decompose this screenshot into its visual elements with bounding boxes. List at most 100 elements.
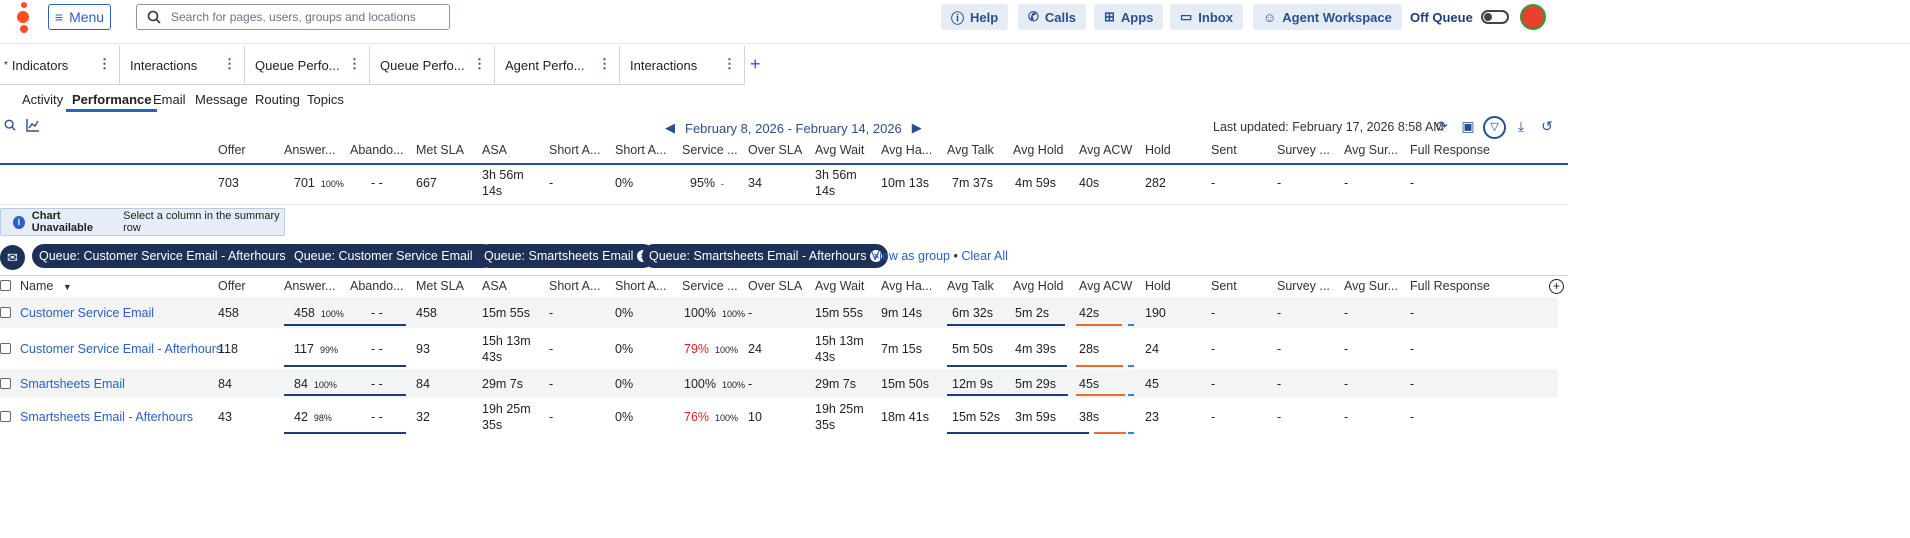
summary-header-avg-survey[interactable]: Avg Sur... (1344, 143, 1398, 157)
subtab-email[interactable]: Email (153, 92, 186, 107)
summary-asa[interactable]: 3h 56m 14s (482, 168, 524, 198)
row-checkbox[interactable] (0, 342, 11, 354)
kebab-icon[interactable]: ⋮ (473, 56, 486, 71)
tab-indicators[interactable]: * Indicators ⋮ (0, 46, 120, 84)
menu-button[interactable]: ≡ Menu (48, 4, 111, 30)
summary-avg-wait[interactable]: 3h 56m 14s (815, 168, 857, 198)
column-header-avg-acw[interactable]: Avg ACW (1079, 279, 1133, 293)
subtab-routing[interactable]: Routing (255, 92, 300, 107)
sort-desc-icon[interactable]: ▼ (62, 282, 72, 292)
filter-chip[interactable]: Queue: Customer Service Email× (287, 244, 495, 268)
calls-button[interactable]: ✆ Calls (1018, 4, 1086, 30)
refresh-icon[interactable]: ⟳ (1436, 118, 1448, 134)
column-header-full-response[interactable]: Full Response (1410, 279, 1490, 293)
remove-filter-icon[interactable]: × (870, 250, 883, 262)
tab-queue-performance-1[interactable]: Queue Perfo... ⋮ (245, 46, 370, 84)
row-checkbox[interactable] (0, 411, 11, 422)
summary-header-over-sla[interactable]: Over SLA (748, 143, 803, 157)
toggle-switch[interactable] (1480, 10, 1509, 24)
kebab-icon[interactable]: ⋮ (598, 56, 611, 71)
column-header-short-a2[interactable]: Short A... (615, 279, 667, 293)
previous-period-icon[interactable]: ◀ (665, 120, 675, 135)
queue-name-link[interactable]: Customer Service Email - Afterhours (20, 341, 223, 356)
row-checkbox[interactable] (0, 377, 11, 389)
reset-icon[interactable]: ↺ (1541, 118, 1553, 134)
help-button[interactable]: ⓘ Help (941, 4, 1009, 30)
column-header-offer[interactable]: Offer (218, 279, 246, 293)
summary-header-short-a2[interactable]: Short A... (615, 143, 667, 157)
kebab-icon[interactable]: ⋮ (223, 56, 236, 71)
column-header-asa[interactable]: ASA (482, 279, 508, 293)
row-checkbox[interactable] (0, 306, 11, 318)
subtab-topics[interactable]: Topics (307, 92, 344, 107)
inbox-button[interactable]: ▭ Inbox (1170, 4, 1243, 30)
column-header-sent[interactable]: Sent (1211, 279, 1237, 293)
summary-sent[interactable]: - (1211, 176, 1216, 190)
summary-hold[interactable]: 282 (1145, 176, 1166, 190)
summary-header-met-sla[interactable]: Met SLA (416, 143, 464, 157)
view-as-group-link[interactable]: View as group (871, 249, 950, 263)
column-header-avg-survey[interactable]: Avg Sur... (1344, 279, 1398, 293)
summary-header-survey[interactable]: Survey ... (1277, 143, 1330, 157)
subtab-message[interactable]: Message (195, 92, 248, 107)
column-header-avg-talk[interactable]: Avg Talk (947, 279, 994, 293)
summary-offer[interactable]: 703 (218, 176, 239, 190)
column-header-hold[interactable]: Hold (1145, 279, 1171, 293)
clear-all-link[interactable]: Clear All (961, 249, 1008, 263)
genesys-logo[interactable] (14, 2, 40, 38)
search-icon[interactable] (0, 118, 20, 138)
column-header-avg-hold[interactable]: Avg Hold (1013, 279, 1064, 293)
column-header-answered[interactable]: Answer... (284, 279, 336, 293)
select-all-checkbox[interactable] (0, 280, 11, 291)
next-period-icon[interactable]: ▶ (911, 120, 922, 135)
off-queue-toggle[interactable]: Off Queue (1410, 4, 1509, 30)
summary-abandoned[interactable]: - - (371, 176, 383, 190)
filter-chip[interactable]: Queue: Smartsheets Email× (477, 244, 656, 268)
download-icon[interactable]: ⤓ (1517, 118, 1525, 134)
kebab-icon[interactable]: ⋮ (98, 56, 111, 71)
summary-short-a1[interactable]: - (549, 176, 554, 190)
column-header-avg-wait[interactable]: Avg Wait (815, 279, 865, 293)
summary-header-offer[interactable]: Offer (218, 143, 246, 157)
summary-service[interactable]: 95% - (690, 176, 725, 190)
summary-answered[interactable]: 701 100% (294, 176, 344, 190)
summary-header-asa[interactable]: ASA (482, 143, 508, 157)
summary-avg-handle[interactable]: 10m 13s (881, 176, 929, 190)
summary-header-service[interactable]: Service ... (682, 143, 738, 157)
column-header-short-a1[interactable]: Short A... (549, 279, 601, 293)
add-tab-icon[interactable]: + (750, 54, 761, 74)
summary-header-abandoned[interactable]: Abando... (350, 143, 404, 157)
filter-chip[interactable]: Queue: Smartsheets Email - Afterhours × (642, 244, 889, 268)
save-icon[interactable]: ▣ (1461, 118, 1475, 134)
avatar[interactable] (1520, 4, 1546, 30)
summary-header-full-response[interactable]: Full Response (1410, 143, 1490, 157)
subtab-performance[interactable]: Performance (66, 92, 158, 112)
kebab-icon[interactable]: ⋮ (348, 56, 361, 71)
summary-header-hold[interactable]: Hold (1145, 143, 1171, 157)
summary-header-short-a1[interactable]: Short A... (549, 143, 601, 157)
queue-name-link[interactable]: Smartsheets Email - Afterhours (20, 410, 193, 424)
column-header-survey[interactable]: Survey ... (1277, 279, 1330, 293)
summary-avg-survey[interactable]: - (1344, 176, 1349, 190)
email-media-icon[interactable]: ✉ (0, 245, 25, 270)
column-header-over-sla[interactable]: Over SLA (748, 279, 803, 293)
filter-icon[interactable]: ▽ (1483, 116, 1506, 139)
add-column-icon[interactable]: + (1549, 279, 1564, 294)
summary-header-answered[interactable]: Answer... (284, 143, 336, 157)
summary-over-sla[interactable]: 34 (748, 176, 762, 190)
column-header-abandoned[interactable]: Abando... (350, 279, 404, 293)
tab-queue-performance-2[interactable]: Queue Perfo... ⋮ (370, 46, 495, 84)
summary-header-avg-acw[interactable]: Avg ACW (1079, 143, 1133, 157)
summary-header-avg-hold[interactable]: Avg Hold (1013, 143, 1064, 157)
summary-short-a2[interactable]: 0% (615, 176, 634, 190)
search-input[interactable]: Search for pages, users, groups and loca… (136, 4, 450, 30)
agent-workspace-button[interactable]: ☺ Agent Workspace (1253, 4, 1402, 30)
subtab-activity[interactable]: Activity (22, 92, 64, 107)
date-range-label[interactable]: February 8, 2026 - February 14, 2026 (685, 120, 902, 136)
summary-header-avg-handle[interactable]: Avg Ha... (881, 143, 933, 157)
summary-full-response[interactable]: - (1410, 176, 1415, 190)
tab-interactions[interactable]: Interactions ⋮ (120, 46, 245, 84)
filter-chip[interactable]: Queue: Customer Service Email - Afterhou… (32, 244, 308, 268)
kebab-icon[interactable]: ⋮ (723, 56, 736, 71)
chart-toggle-icon[interactable] (23, 118, 43, 138)
